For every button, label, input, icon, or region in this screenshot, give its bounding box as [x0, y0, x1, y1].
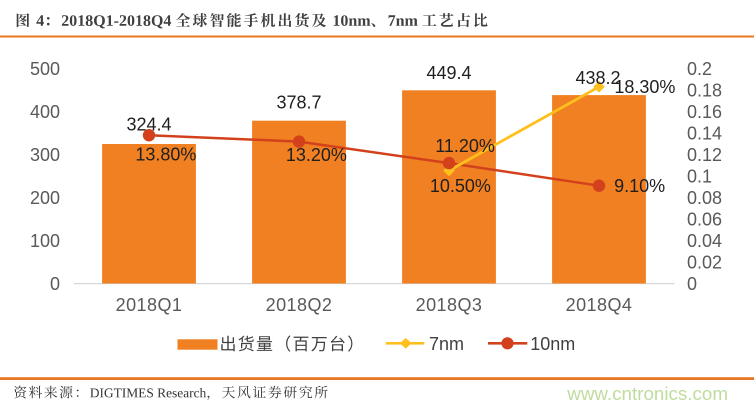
- svg-text:7nm: 7nm: [429, 334, 464, 354]
- svg-text:0.18: 0.18: [687, 81, 722, 101]
- svg-text:0.08: 0.08: [687, 188, 722, 208]
- svg-text:200: 200: [30, 188, 60, 208]
- svg-text:2018Q3: 2018Q3: [416, 295, 483, 315]
- svg-text:2018Q1: 2018Q1: [116, 295, 183, 315]
- svg-text:0: 0: [50, 274, 60, 294]
- svg-text:378.7: 378.7: [276, 92, 321, 112]
- svg-text:2018Q4: 2018Q4: [566, 295, 633, 315]
- svg-text:13.80%: 13.80%: [135, 144, 196, 164]
- svg-text:www.cntronics.com: www.cntronics.com: [566, 383, 728, 404]
- svg-text:0.04: 0.04: [687, 231, 722, 251]
- svg-text:0.16: 0.16: [687, 102, 722, 122]
- svg-text:0.02: 0.02: [687, 253, 722, 273]
- svg-text:0.14: 0.14: [687, 124, 722, 144]
- svg-text:9.10%: 9.10%: [614, 176, 665, 196]
- svg-text:0.1: 0.1: [687, 167, 712, 187]
- svg-text:0.12: 0.12: [687, 145, 722, 165]
- svg-text:2018Q2: 2018Q2: [266, 295, 333, 315]
- svg-text:100: 100: [30, 231, 60, 251]
- svg-text:400: 400: [30, 102, 60, 122]
- svg-text:0: 0: [687, 274, 697, 294]
- svg-text:10.50%: 10.50%: [430, 176, 491, 196]
- svg-text:324.4: 324.4: [126, 115, 171, 135]
- svg-text:0.06: 0.06: [687, 210, 722, 230]
- svg-text:13.20%: 13.20%: [286, 145, 347, 165]
- svg-text:18.30%: 18.30%: [614, 77, 675, 97]
- svg-text:449.4: 449.4: [426, 63, 471, 83]
- svg-text:300: 300: [30, 145, 60, 165]
- svg-text:11.20%: 11.20%: [435, 136, 495, 156]
- svg-text:438.2: 438.2: [575, 68, 620, 88]
- svg-text:0.2: 0.2: [687, 59, 712, 79]
- svg-text:10nm: 10nm: [530, 334, 575, 354]
- svg-text:500: 500: [30, 59, 60, 79]
